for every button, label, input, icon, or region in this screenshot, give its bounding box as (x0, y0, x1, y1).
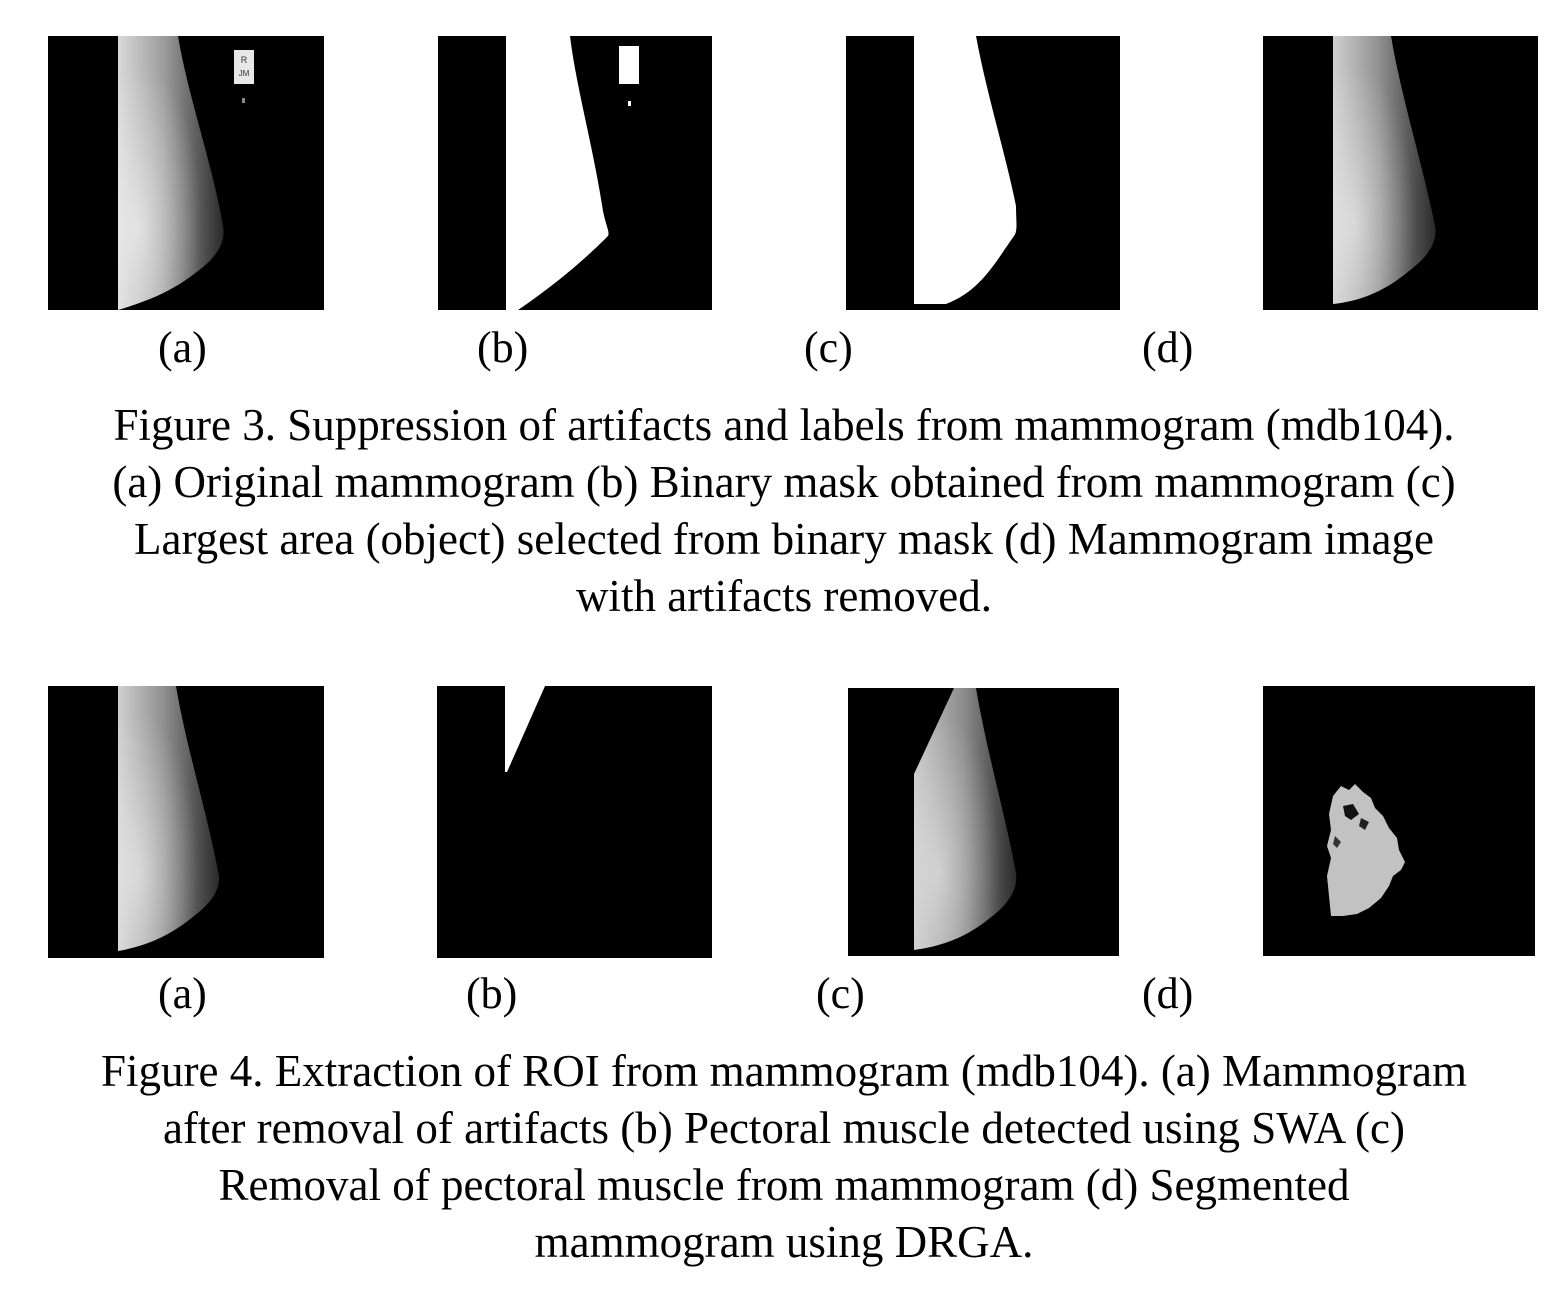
fig3-caption-line: Largest area (object) selected from bina… (134, 514, 1434, 564)
fig4-panel-d-segmented-roi (1263, 686, 1535, 956)
fig4-panel-a-after-artifact-removal (48, 686, 324, 958)
fig4-panel-b-pectoral-muscle-detected (437, 686, 712, 958)
fig4-caption-line: Figure 4. Extraction of ROI from mammogr… (101, 1046, 1467, 1096)
fig4-caption-line: mammogram using DRGA. (534, 1217, 1034, 1267)
fig3-label-d: (d) (1142, 323, 1194, 372)
fig3-label-b: (b) (477, 323, 529, 372)
fig4-label-b: (b) (466, 969, 518, 1018)
fig3-caption-line: with artifacts removed. (575, 571, 993, 621)
mammogram-image: R JM (118, 36, 254, 310)
fig4-panel-c-pectoral-removed (848, 688, 1119, 956)
pectoral-mask-image (505, 686, 545, 772)
fig4-label-a: (a) (158, 969, 207, 1018)
mammogram-image (118, 686, 219, 951)
fig3-label-c: (c) (804, 323, 853, 372)
fig3-caption-line: Figure 3. Suppression of artifacts and l… (113, 400, 1455, 450)
fig4-caption-line: after removal of artifacts (b) Pectoral … (162, 1103, 1405, 1153)
fig3-panel-c-largest-area (846, 36, 1120, 310)
fig3-panel-b-binary-mask (438, 36, 712, 310)
fig4-caption-line: Removal of pectoral muscle from mammogra… (218, 1160, 1350, 1210)
binary-mask-image (506, 36, 639, 310)
fig4-caption: Figure 4. Extraction of ROI from mammogr… (30, 1043, 1538, 1271)
fig4-label-c: (c) (816, 969, 865, 1018)
marker-text-r: R (241, 55, 248, 65)
marker-text-jm: JM (239, 69, 250, 78)
mammogram-clean-image (1333, 36, 1436, 304)
segmented-roi-image (1327, 784, 1405, 916)
fig3-panel-d-artifacts-removed (1263, 36, 1538, 310)
fig3-panel-a-original-mammogram: R JM (48, 36, 324, 310)
mammogram-no-muscle-image (914, 688, 1017, 950)
largest-object-image (914, 36, 1017, 304)
fig3-label-a: (a) (158, 323, 207, 372)
fig3-caption: Figure 3. Suppression of artifacts and l… (30, 397, 1538, 625)
fig4-label-d: (d) (1142, 969, 1194, 1018)
fig3-caption-line: (a) Original mammogram (b) Binary mask o… (112, 457, 1456, 507)
